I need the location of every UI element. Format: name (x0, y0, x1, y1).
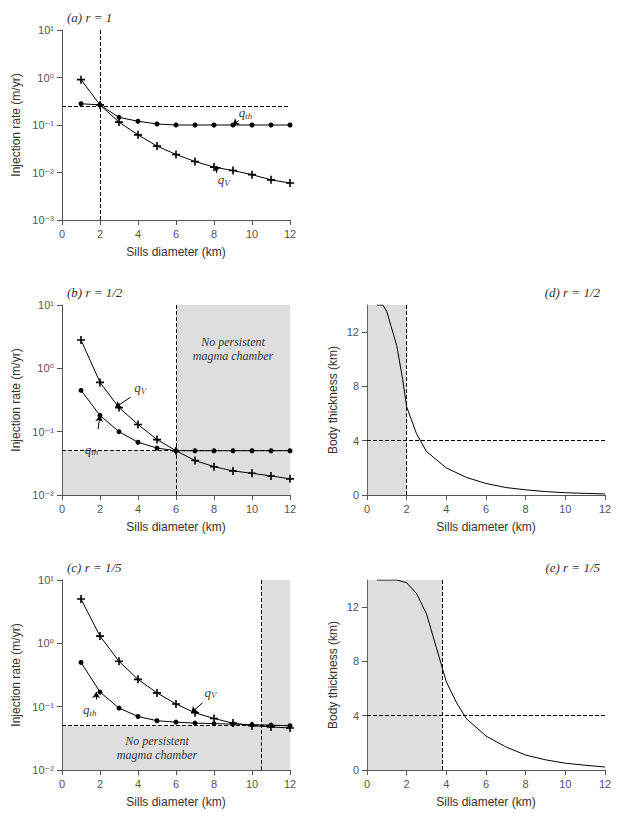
svg-text:8: 8 (523, 778, 529, 790)
svg-text:(d) r = 1/2: (d) r = 1/2 (545, 285, 601, 300)
svg-text:q: q (82, 702, 90, 718)
svg-text:8: 8 (353, 380, 359, 392)
svg-text:Sills diameter (km): Sills diameter (km) (436, 795, 535, 809)
svg-text:12: 12 (284, 228, 296, 240)
svg-text:8: 8 (523, 503, 529, 515)
svg-text:Sills diameter (km): Sills diameter (km) (436, 520, 535, 534)
svg-text:12: 12 (284, 503, 296, 515)
svg-text:(b) r = 1/2: (b) r = 1/2 (67, 285, 123, 300)
svg-text:Sills diameter (km): Sills diameter (km) (126, 795, 225, 809)
svg-text:(c) r = 1/5: (c) r = 1/5 (67, 560, 122, 575)
svg-text:2: 2 (404, 778, 410, 790)
svg-text:0: 0 (353, 489, 359, 501)
svg-text:8: 8 (353, 655, 359, 667)
svg-text:10: 10 (559, 503, 571, 515)
svg-text:V: V (141, 386, 148, 396)
svg-text:10⁻³: 10⁻³ (32, 214, 54, 226)
svg-text:2: 2 (97, 228, 103, 240)
svg-text:10⁻²: 10⁻² (32, 764, 54, 776)
svg-text:10⁰: 10⁰ (37, 637, 54, 649)
svg-text:4: 4 (353, 435, 359, 447)
svg-text:(e) r = 1/5: (e) r = 1/5 (545, 560, 600, 575)
svg-text:Injection rate (m/yr): Injection rate (m/yr) (9, 73, 23, 176)
svg-text:6: 6 (173, 503, 179, 515)
svg-text:6: 6 (173, 228, 179, 240)
svg-text:12: 12 (284, 778, 296, 790)
svg-text:(a) r = 1: (a) r = 1 (67, 10, 112, 25)
svg-text:10⁻¹: 10⁻¹ (32, 119, 54, 131)
svg-text:V: V (224, 178, 231, 188)
svg-text:q: q (84, 441, 92, 457)
svg-text:Sills diameter (km): Sills diameter (km) (126, 520, 225, 534)
svg-text:4: 4 (353, 710, 359, 722)
svg-text:12: 12 (599, 503, 611, 515)
svg-text:10⁰: 10⁰ (37, 72, 54, 84)
svg-text:10⁻²: 10⁻² (32, 489, 54, 501)
svg-text:Injection rate (m/yr): Injection rate (m/yr) (9, 348, 23, 451)
svg-text:Injection rate (m/yr): Injection rate (m/yr) (9, 623, 23, 726)
svg-text:6: 6 (483, 778, 489, 790)
svg-text:8: 8 (211, 778, 217, 790)
svg-text:10: 10 (559, 778, 571, 790)
svg-text:4: 4 (443, 503, 449, 515)
svg-text:10: 10 (246, 503, 258, 515)
svg-text:0: 0 (59, 778, 65, 790)
svg-text:0: 0 (59, 228, 65, 240)
svg-text:th: th (91, 447, 99, 457)
svg-text:magma chamber: magma chamber (193, 349, 274, 363)
svg-text:12: 12 (599, 778, 611, 790)
svg-text:th: th (245, 111, 253, 121)
svg-text:6: 6 (483, 503, 489, 515)
svg-text:0: 0 (364, 503, 370, 515)
svg-text:10⁻²: 10⁻² (32, 167, 54, 179)
svg-text:10¹: 10¹ (38, 574, 54, 586)
svg-text:No persistent: No persistent (124, 734, 189, 748)
svg-text:10¹: 10¹ (38, 299, 54, 311)
svg-text:magma chamber: magma chamber (117, 748, 198, 762)
svg-text:2: 2 (97, 778, 103, 790)
svg-text:4: 4 (135, 503, 141, 515)
svg-text:2: 2 (404, 503, 410, 515)
svg-text:10: 10 (246, 778, 258, 790)
svg-text:10⁻¹: 10⁻¹ (32, 426, 54, 438)
svg-text:No persistent: No persistent (200, 335, 265, 349)
svg-text:10⁰: 10⁰ (37, 362, 54, 374)
svg-text:q: q (204, 685, 211, 700)
svg-text:8: 8 (211, 228, 217, 240)
svg-text:4: 4 (135, 778, 141, 790)
svg-text:0: 0 (59, 503, 65, 515)
svg-text:0: 0 (364, 778, 370, 790)
svg-text:8: 8 (211, 503, 217, 515)
svg-text:6: 6 (173, 778, 179, 790)
svg-text:Sills diameter (km): Sills diameter (km) (126, 245, 225, 259)
svg-text:q: q (238, 105, 246, 121)
svg-text:10¹: 10¹ (38, 24, 54, 36)
svg-text:0: 0 (353, 764, 359, 776)
svg-text:q: q (217, 172, 225, 187)
svg-text:Body thickness (km): Body thickness (km) (326, 346, 340, 454)
svg-text:2: 2 (97, 503, 103, 515)
svg-text:10: 10 (246, 228, 258, 240)
svg-text:10⁻¹: 10⁻¹ (32, 701, 54, 713)
svg-text:Body thickness (km): Body thickness (km) (326, 621, 340, 729)
svg-text:12: 12 (347, 601, 359, 613)
svg-text:th: th (89, 708, 97, 718)
svg-text:V: V (211, 690, 218, 700)
svg-text:4: 4 (135, 228, 141, 240)
svg-text:4: 4 (443, 778, 449, 790)
svg-text:q: q (134, 380, 141, 396)
svg-text:12: 12 (347, 326, 359, 338)
